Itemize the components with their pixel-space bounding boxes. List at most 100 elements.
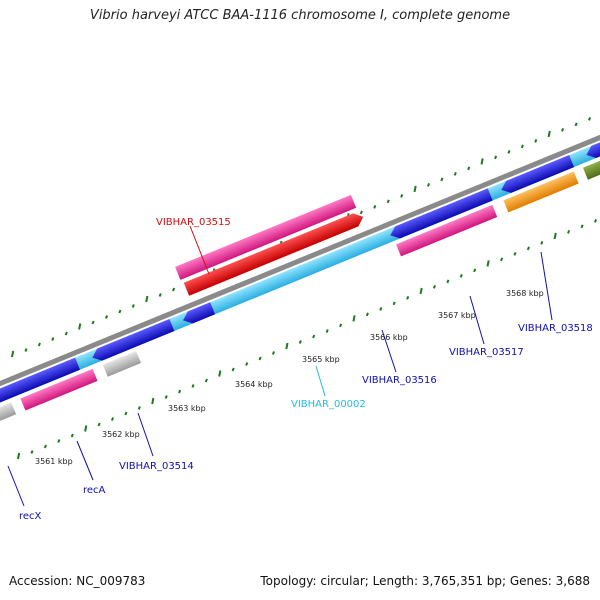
gene-vibhar-03515-pink[interactable] [175, 194, 357, 280]
tick-mark [593, 219, 598, 223]
gene-blue-left-2[interactable] [90, 318, 175, 364]
tick-mark [426, 183, 431, 187]
tick-mark [520, 144, 524, 149]
gene-blue-mid[interactable] [388, 188, 493, 241]
tick-mark [51, 337, 55, 341]
scale-label: 3568 kbp [506, 289, 544, 298]
gene-leader-lines [7, 225, 553, 507]
tick-mark [271, 351, 276, 355]
tick-mark [78, 323, 82, 330]
tick-mark [84, 425, 88, 432]
tick-mark [231, 367, 235, 372]
tick-mark [587, 117, 592, 121]
tick-mark [526, 246, 530, 251]
tick-mark [285, 342, 289, 350]
leader-vibhar-00002 [315, 365, 326, 397]
label-vibhar-03517[interactable]: VIBHAR_03517 [449, 347, 524, 358]
gene-labels: VIBHAR_03515 VIBHAR_00002 VIBHAR_03516 V… [19, 217, 593, 522]
gene-vibhar-03517[interactable] [503, 171, 579, 213]
tick-mark [574, 122, 578, 127]
scale-label: 3565 kbp [302, 355, 340, 364]
tick-mark [507, 150, 511, 154]
inner-tick-marks [17, 219, 598, 460]
gene-reca[interactable] [20, 368, 98, 411]
tick-mark [178, 389, 182, 394]
tick-mark [459, 274, 463, 278]
tick-mark [11, 350, 15, 358]
gene-blue-left-1[interactable] [0, 357, 80, 420]
tick-mark [37, 342, 41, 347]
genome-title: Vibrio harveyi ATCC BAA-1116 chromosome … [89, 8, 511, 23]
tick-mark [43, 444, 47, 449]
scale-labels: 3561 kbp 3562 kbp 3563 kbp 3564 kbp 3565… [35, 289, 544, 466]
tick-mark [534, 139, 538, 143]
label-vibhar-03515[interactable]: VIBHAR_03515 [156, 217, 231, 228]
leader-vibhar-03515 [189, 225, 210, 275]
gene-blue-right-1[interactable] [499, 155, 575, 196]
tick-mark [386, 199, 390, 204]
tick-mark [513, 252, 517, 256]
leader-recx [7, 465, 25, 507]
label-vibhar-00002[interactable]: VIBHAR_00002 [291, 399, 366, 410]
tick-mark [359, 210, 363, 215]
leader-vibhar-03516 [381, 329, 397, 373]
tick-mark [218, 370, 222, 377]
tick-mark [70, 433, 74, 438]
tick-mark [494, 155, 498, 160]
tick-mark [137, 406, 141, 410]
tick-mark [191, 384, 195, 388]
tick-mark [553, 232, 557, 240]
leader-vibhar-03518 [540, 251, 553, 321]
tick-mark [158, 293, 162, 297]
tick-mark [500, 257, 504, 262]
tick-mark [17, 452, 21, 460]
leader-vibhar-03517 [469, 295, 485, 345]
tick-mark [540, 241, 544, 245]
tick-mark [580, 224, 584, 229]
tick-mark [352, 315, 356, 322]
gene-vibhar-03514[interactable] [102, 351, 142, 377]
leader-reca [76, 440, 94, 481]
gene-vibhar-03516[interactable] [396, 204, 498, 257]
label-vibhar-03518[interactable]: VIBHAR_03518 [518, 323, 593, 334]
accession-text: Accession: NC_009783 [9, 574, 146, 588]
tick-mark [446, 279, 450, 284]
tick-mark [561, 128, 565, 132]
label-vibhar-03516[interactable]: VIBHAR_03516 [362, 375, 437, 386]
scale-label: 3562 kbp [102, 430, 140, 439]
tick-mark [204, 378, 208, 383]
tick-mark [131, 304, 135, 308]
tick-mark [392, 301, 396, 306]
tick-mark [30, 450, 34, 454]
tick-mark [440, 177, 444, 182]
tick-mark [298, 340, 302, 344]
tick-mark [164, 395, 168, 399]
tick-mark [486, 260, 490, 267]
label-recx[interactable]: recX [19, 511, 42, 522]
label-vibhar-03514[interactable]: VIBHAR_03514 [119, 461, 194, 472]
scale-label: 3567 kbp [438, 311, 476, 320]
tick-mark [258, 356, 262, 361]
gene-blue-left-3[interactable] [181, 302, 216, 326]
tick-mark [145, 295, 149, 303]
tick-mark [245, 362, 249, 366]
tick-mark [365, 312, 369, 317]
tick-mark [97, 422, 101, 427]
tick-mark [172, 287, 176, 292]
scale-label: 3561 kbp [35, 457, 73, 466]
tick-mark [64, 331, 68, 336]
tick-mark [339, 323, 343, 328]
tick-mark [547, 130, 551, 138]
tick-mark [467, 166, 471, 171]
leader-vibhar-03514 [137, 412, 154, 457]
tick-mark [91, 320, 95, 325]
label-reca[interactable]: recA [83, 485, 106, 496]
scale-label: 3563 kbp [168, 404, 206, 413]
gene-recx[interactable] [0, 402, 17, 428]
tick-mark [473, 268, 477, 273]
tick-mark [379, 307, 383, 311]
tick-mark [104, 315, 109, 319]
chromosome-backbone [0, 74, 600, 421]
gene-vibhar-03515[interactable] [183, 210, 366, 296]
